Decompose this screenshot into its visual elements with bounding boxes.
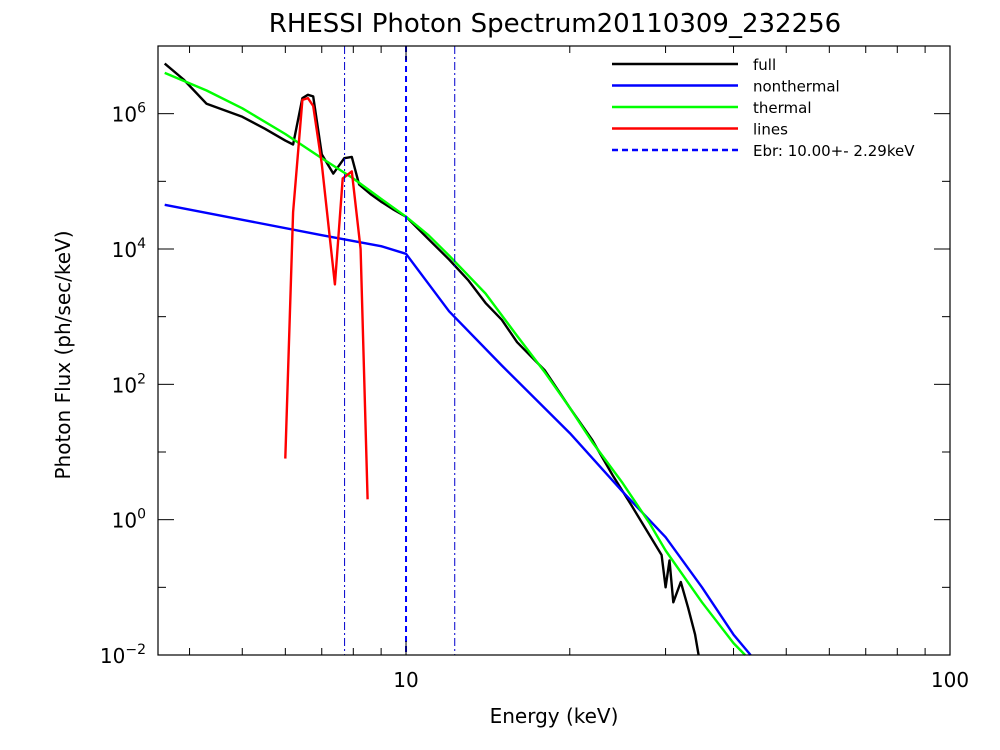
y-tick-label: 102 <box>112 371 146 397</box>
y-tick-label: 106 <box>112 101 146 127</box>
vline-layer <box>344 46 456 655</box>
tick-layer: 10 100 10−2 100 102 104 106 <box>100 45 969 692</box>
legend: full nonthermal thermal lines Ebr: 10.00+- 2… <box>612 56 915 160</box>
series-line-thermal <box>164 71 746 656</box>
x-tick-label: 10 <box>393 668 418 692</box>
legend-label-nonthermal: nonthermal <box>753 78 840 96</box>
series-layer <box>163 62 752 656</box>
series-line-nonthermal <box>164 203 752 656</box>
legend-label-full: full <box>753 56 776 74</box>
x-axis-label: Energy (keV) <box>490 704 619 728</box>
y-tick-label: 104 <box>112 236 146 262</box>
x-tick-label: 100 <box>931 668 969 692</box>
series-line-lines <box>284 96 369 500</box>
legend-label-ebr-10-00-2-29kev: Ebr: 10.00+- 2.29keV <box>753 142 915 160</box>
legend-label-thermal: thermal <box>753 99 812 117</box>
series-line-full <box>163 62 700 656</box>
y-tick-label: 10−2 <box>100 642 146 668</box>
plot-frame <box>157 45 951 656</box>
y-tick-label: 100 <box>112 507 146 533</box>
legend-label-lines: lines <box>753 121 788 139</box>
chart-title: RHESSI Photon Spectrum20110309_232256 <box>269 9 841 39</box>
y-axis-label: Photon Flux (ph/sec/keV) <box>51 230 75 479</box>
